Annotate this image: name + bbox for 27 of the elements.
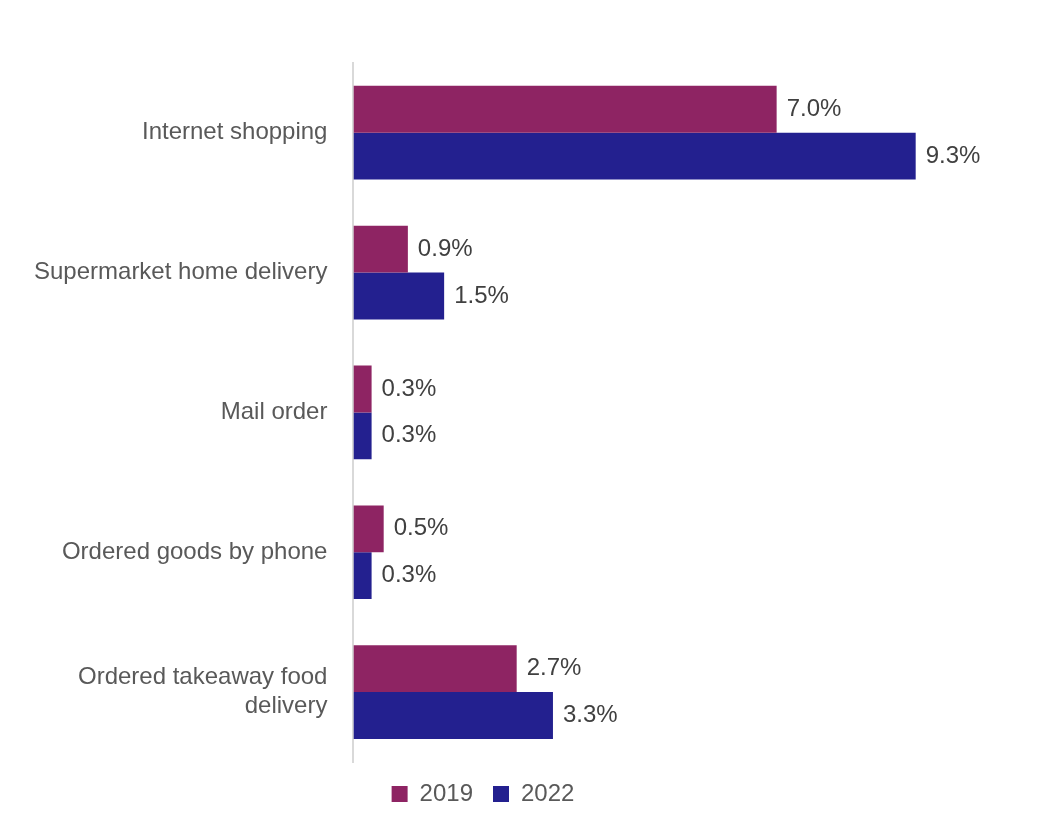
bar xyxy=(353,692,553,739)
bar xyxy=(353,552,372,600)
bar xyxy=(353,225,408,273)
y-tick-label: Ordered goods by phone xyxy=(61,536,328,564)
legend-label: 2022 xyxy=(521,778,575,806)
y-tick-label: Mail order xyxy=(220,397,328,425)
y-tick-label: Supermarket home delivery xyxy=(33,257,328,285)
data-label: 3.3% xyxy=(562,700,618,728)
data-label: 0.3% xyxy=(381,560,437,588)
bar xyxy=(353,85,777,133)
y-tick-label: Ordered takeaway food delivery xyxy=(77,662,328,719)
bar xyxy=(353,272,445,320)
bar xyxy=(353,132,916,180)
legend-label: 2019 xyxy=(419,778,473,806)
data-label: 0.3% xyxy=(381,373,437,401)
data-label: 0.3% xyxy=(381,420,437,448)
data-label: 9.3% xyxy=(925,140,981,168)
bar xyxy=(353,412,372,460)
bar xyxy=(353,505,384,553)
data-label: 2.7% xyxy=(526,653,582,681)
data-label: 0.9% xyxy=(417,233,473,261)
data-label: 1.5% xyxy=(454,280,509,308)
data-label: 0.5% xyxy=(393,513,449,541)
bar xyxy=(353,645,517,693)
bar xyxy=(353,365,372,413)
data-label: 7.0% xyxy=(786,93,842,121)
y-tick-label: Internet shopping xyxy=(141,117,328,145)
